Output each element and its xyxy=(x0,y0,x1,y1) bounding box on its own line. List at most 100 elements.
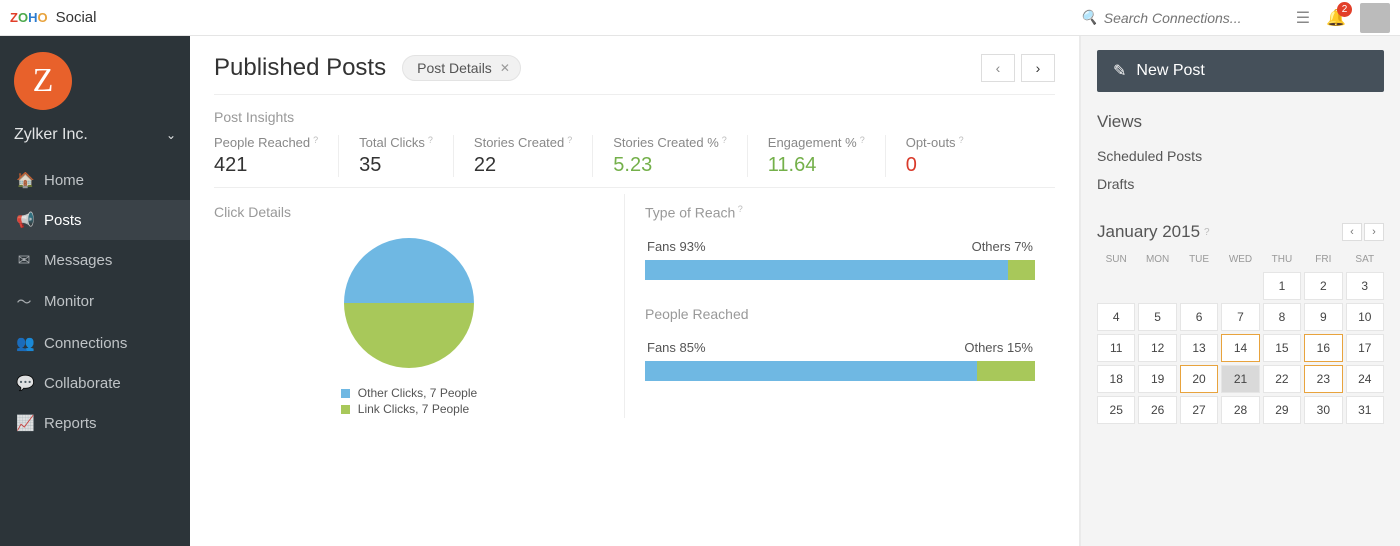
metrics-row: People Reached ?421 Total Clicks ? 35 Stori… xyxy=(214,135,1055,188)
metric-label: Engagement % ? xyxy=(768,135,865,150)
help-icon[interactable]: ? xyxy=(1204,227,1210,238)
legend-label: Link Clicks, 7 People xyxy=(358,402,469,416)
logo[interactable]: ZOHO Social xyxy=(10,9,96,26)
sidebar-item-messages[interactable]: ✉Messages xyxy=(0,240,190,280)
chip-label: Post Details xyxy=(417,60,492,76)
legend-label: Other Clicks, 7 People xyxy=(358,386,477,400)
bar-segment xyxy=(645,260,1008,280)
sidebar-item-reports[interactable]: 📈 Reports xyxy=(0,403,190,443)
metric-label: Opt-outs ? xyxy=(906,135,964,150)
topbar: ZOHO Social 🔍 ☰ 🔔2 xyxy=(0,0,1400,36)
cal-day-13[interactable]: 13 xyxy=(1180,334,1218,362)
prev-button[interactable]: ‹ xyxy=(981,54,1015,82)
metric-people-reached: People Reached ?421 xyxy=(214,135,339,177)
cal-day-10[interactable]: 10 xyxy=(1346,303,1384,331)
cal-day-7[interactable]: 7 xyxy=(1221,303,1259,331)
zoho-logo: ZOHO xyxy=(10,10,48,25)
sidebar-item-connections[interactable]: 👥Connections xyxy=(0,323,190,363)
metric-value: 35 xyxy=(359,154,433,177)
nav-label: Reports xyxy=(44,415,97,432)
cal-next-button[interactable]: › xyxy=(1364,223,1384,241)
cal-dow: WED xyxy=(1221,250,1259,269)
sidebar-item-home[interactable]: 🏠Home xyxy=(0,160,190,200)
notifications-icon[interactable]: 🔔2 xyxy=(1326,8,1346,28)
search-input[interactable]: 🔍 xyxy=(1080,9,1273,26)
cal-day-15[interactable]: 15 xyxy=(1263,334,1301,362)
posts-icon: 📢 xyxy=(16,211,32,229)
cal-day-2[interactable]: 2 xyxy=(1304,272,1342,300)
new-post-label: New Post xyxy=(1136,62,1204,80)
compose-icon: ✎ xyxy=(1113,61,1126,81)
cal-day-17[interactable]: 17 xyxy=(1346,334,1384,362)
avatar[interactable] xyxy=(1360,3,1390,33)
cal-day-8[interactable]: 8 xyxy=(1263,303,1301,331)
cal-day-1[interactable]: 1 xyxy=(1263,272,1301,300)
collaborate-icon: 💬 xyxy=(16,374,32,392)
cal-day-29[interactable]: 29 xyxy=(1263,396,1301,424)
metric-value: 0 xyxy=(906,154,964,177)
sidebar-item-collaborate[interactable]: 💬Collaborate xyxy=(0,363,190,403)
metric-label: Stories Created % ? xyxy=(613,135,727,150)
app-name: Social xyxy=(56,9,97,26)
view-link-scheduled-posts[interactable]: Scheduled Posts xyxy=(1097,142,1384,170)
legend-item: Other Clicks, 7 People xyxy=(341,386,477,400)
nav-label: Home xyxy=(44,172,84,189)
sidebar-item-posts[interactable]: 📢Posts xyxy=(0,200,190,240)
close-icon[interactable]: ✕ xyxy=(500,61,510,75)
view-link-drafts[interactable]: Drafts xyxy=(1097,170,1384,198)
reports-icon: 📈 xyxy=(16,414,32,432)
cal-day-22[interactable]: 22 xyxy=(1263,365,1301,393)
metric-stories-created-: Stories Created % ?5.23 xyxy=(593,135,748,177)
cal-day-28[interactable]: 28 xyxy=(1221,396,1259,424)
cal-day-19[interactable]: 19 xyxy=(1138,365,1176,393)
metric-value: 11.64 xyxy=(768,154,865,177)
calendar: SUNMONTUEWEDTHUFRISAT1234567891011121314… xyxy=(1097,250,1384,424)
messages-icon: ✉ xyxy=(16,251,32,269)
bar-segment xyxy=(645,361,977,381)
new-post-button[interactable]: ✎ New Post xyxy=(1097,50,1384,92)
reach-panel: Type of Reach ? Fans 93% Others 7% Peopl… xyxy=(624,194,1055,418)
metric-label: Total Clicks ? xyxy=(359,135,433,150)
insights-heading: Post Insights xyxy=(214,109,1055,125)
click-details-title: Click Details xyxy=(214,204,604,220)
sidebar: Z Zylker Inc. ⌄ 🏠Home📢Posts✉Messages〜Mon… xyxy=(0,36,190,546)
cal-dow: SAT xyxy=(1346,250,1384,269)
connections-icon: 👥 xyxy=(16,334,32,352)
nav-label: Monitor xyxy=(44,293,94,310)
next-button[interactable]: › xyxy=(1021,54,1055,82)
legend-swatch xyxy=(341,389,350,398)
cal-day-20[interactable]: 20 xyxy=(1180,365,1218,393)
cal-day-26[interactable]: 26 xyxy=(1138,396,1176,424)
cal-day-5[interactable]: 5 xyxy=(1138,303,1176,331)
org-selector[interactable]: Zylker Inc. ⌄ xyxy=(0,116,190,160)
metric-total-clicks: Total Clicks ? 35 xyxy=(339,135,454,177)
cal-day-9[interactable]: 9 xyxy=(1304,303,1342,331)
calendar-title: January 2015 xyxy=(1097,222,1200,242)
metric-opt-outs: Opt-outs ? 0 xyxy=(886,135,984,177)
people-reached-chart: Fans 85% Others 15% xyxy=(645,340,1035,381)
cal-day-21[interactable]: 21 xyxy=(1221,365,1259,393)
sidebar-item-monitor[interactable]: 〜Monitor xyxy=(0,280,190,323)
cal-day-11[interactable]: 11 xyxy=(1097,334,1135,362)
cal-prev-button[interactable]: ‹ xyxy=(1342,223,1362,241)
cal-day-25[interactable]: 25 xyxy=(1097,396,1135,424)
metric-label: People Reached ? xyxy=(214,135,318,150)
search-field[interactable] xyxy=(1104,10,1274,26)
cal-day-23[interactable]: 23 xyxy=(1304,365,1342,393)
cal-day-3[interactable]: 3 xyxy=(1346,272,1384,300)
cal-day-6[interactable]: 6 xyxy=(1180,303,1218,331)
cal-dow: THU xyxy=(1263,250,1301,269)
cal-day-31[interactable]: 31 xyxy=(1346,396,1384,424)
cal-day-18[interactable]: 18 xyxy=(1097,365,1135,393)
reach-right-label: Others 7% xyxy=(972,239,1033,254)
cal-day-14[interactable]: 14 xyxy=(1221,334,1259,362)
type-of-reach-title: Type of Reach ? xyxy=(645,204,1035,221)
cal-day-4[interactable]: 4 xyxy=(1097,303,1135,331)
cal-day-16[interactable]: 16 xyxy=(1304,334,1342,362)
filter-icon[interactable]: ☰ xyxy=(1296,8,1310,28)
cal-day-30[interactable]: 30 xyxy=(1304,396,1342,424)
cal-day-12[interactable]: 12 xyxy=(1138,334,1176,362)
org-badge[interactable]: Z xyxy=(14,52,72,110)
cal-day-24[interactable]: 24 xyxy=(1346,365,1384,393)
cal-day-27[interactable]: 27 xyxy=(1180,396,1218,424)
